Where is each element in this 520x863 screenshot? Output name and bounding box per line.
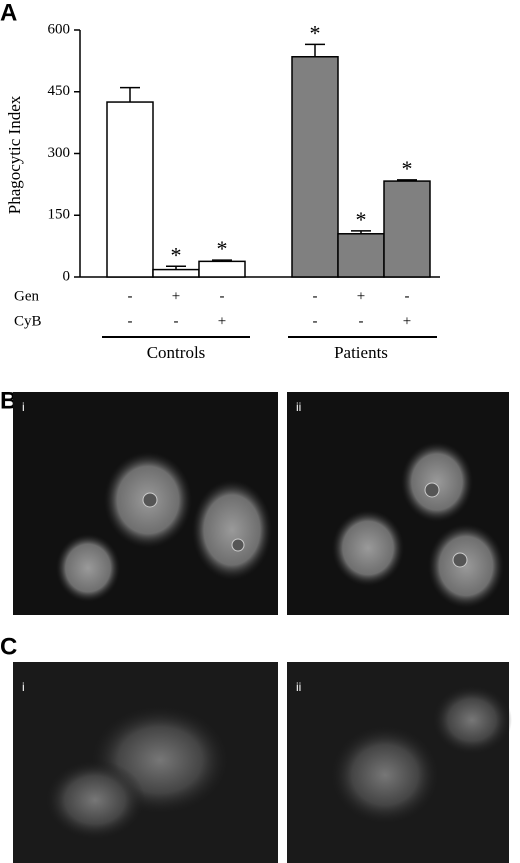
micrograph: ii bbox=[287, 392, 509, 615]
y-tick-label: 0 bbox=[63, 268, 71, 284]
condition-label: - bbox=[313, 288, 318, 304]
condition-label: - bbox=[128, 313, 133, 329]
y-tick-label: 450 bbox=[48, 83, 71, 99]
significance-marker: * bbox=[217, 236, 228, 261]
image-label: ii bbox=[296, 680, 301, 694]
image-label: ii bbox=[296, 400, 301, 414]
condition-label: - bbox=[359, 313, 364, 329]
condition-label: - bbox=[128, 288, 133, 304]
micrograph: i bbox=[13, 392, 278, 615]
bar bbox=[337, 233, 385, 278]
bar bbox=[383, 180, 431, 278]
group-label: Patients bbox=[334, 343, 388, 362]
y-axis-label: Phagocytic Index bbox=[5, 95, 24, 214]
condition-label: + bbox=[403, 313, 411, 329]
significance-marker: * bbox=[356, 207, 367, 232]
condition-label: + bbox=[218, 313, 226, 329]
y-tick-label: 150 bbox=[48, 207, 71, 223]
bar bbox=[291, 56, 339, 278]
bar bbox=[152, 268, 200, 278]
significance-marker: * bbox=[402, 156, 413, 181]
condition-label: - bbox=[220, 288, 225, 304]
bar bbox=[106, 101, 154, 278]
condition-label: + bbox=[357, 288, 365, 304]
image-label: i bbox=[22, 680, 25, 694]
row-label: Gen bbox=[14, 288, 39, 304]
micrograph: ii bbox=[287, 662, 512, 863]
condition-label: - bbox=[405, 288, 410, 304]
image-label: i bbox=[22, 400, 25, 414]
panel-label: A bbox=[0, 0, 17, 26]
panel-label: C bbox=[0, 633, 17, 660]
y-tick-label: 600 bbox=[48, 21, 71, 37]
significance-marker: * bbox=[171, 242, 182, 267]
bar bbox=[198, 260, 246, 278]
micrograph: i bbox=[13, 662, 278, 863]
condition-label: - bbox=[174, 313, 179, 329]
row-label: CyB bbox=[14, 313, 42, 329]
condition-label: - bbox=[313, 313, 318, 329]
significance-marker: * bbox=[310, 20, 321, 45]
group-label: Controls bbox=[147, 343, 206, 362]
y-tick-label: 300 bbox=[48, 145, 71, 161]
condition-label: + bbox=[172, 288, 180, 304]
